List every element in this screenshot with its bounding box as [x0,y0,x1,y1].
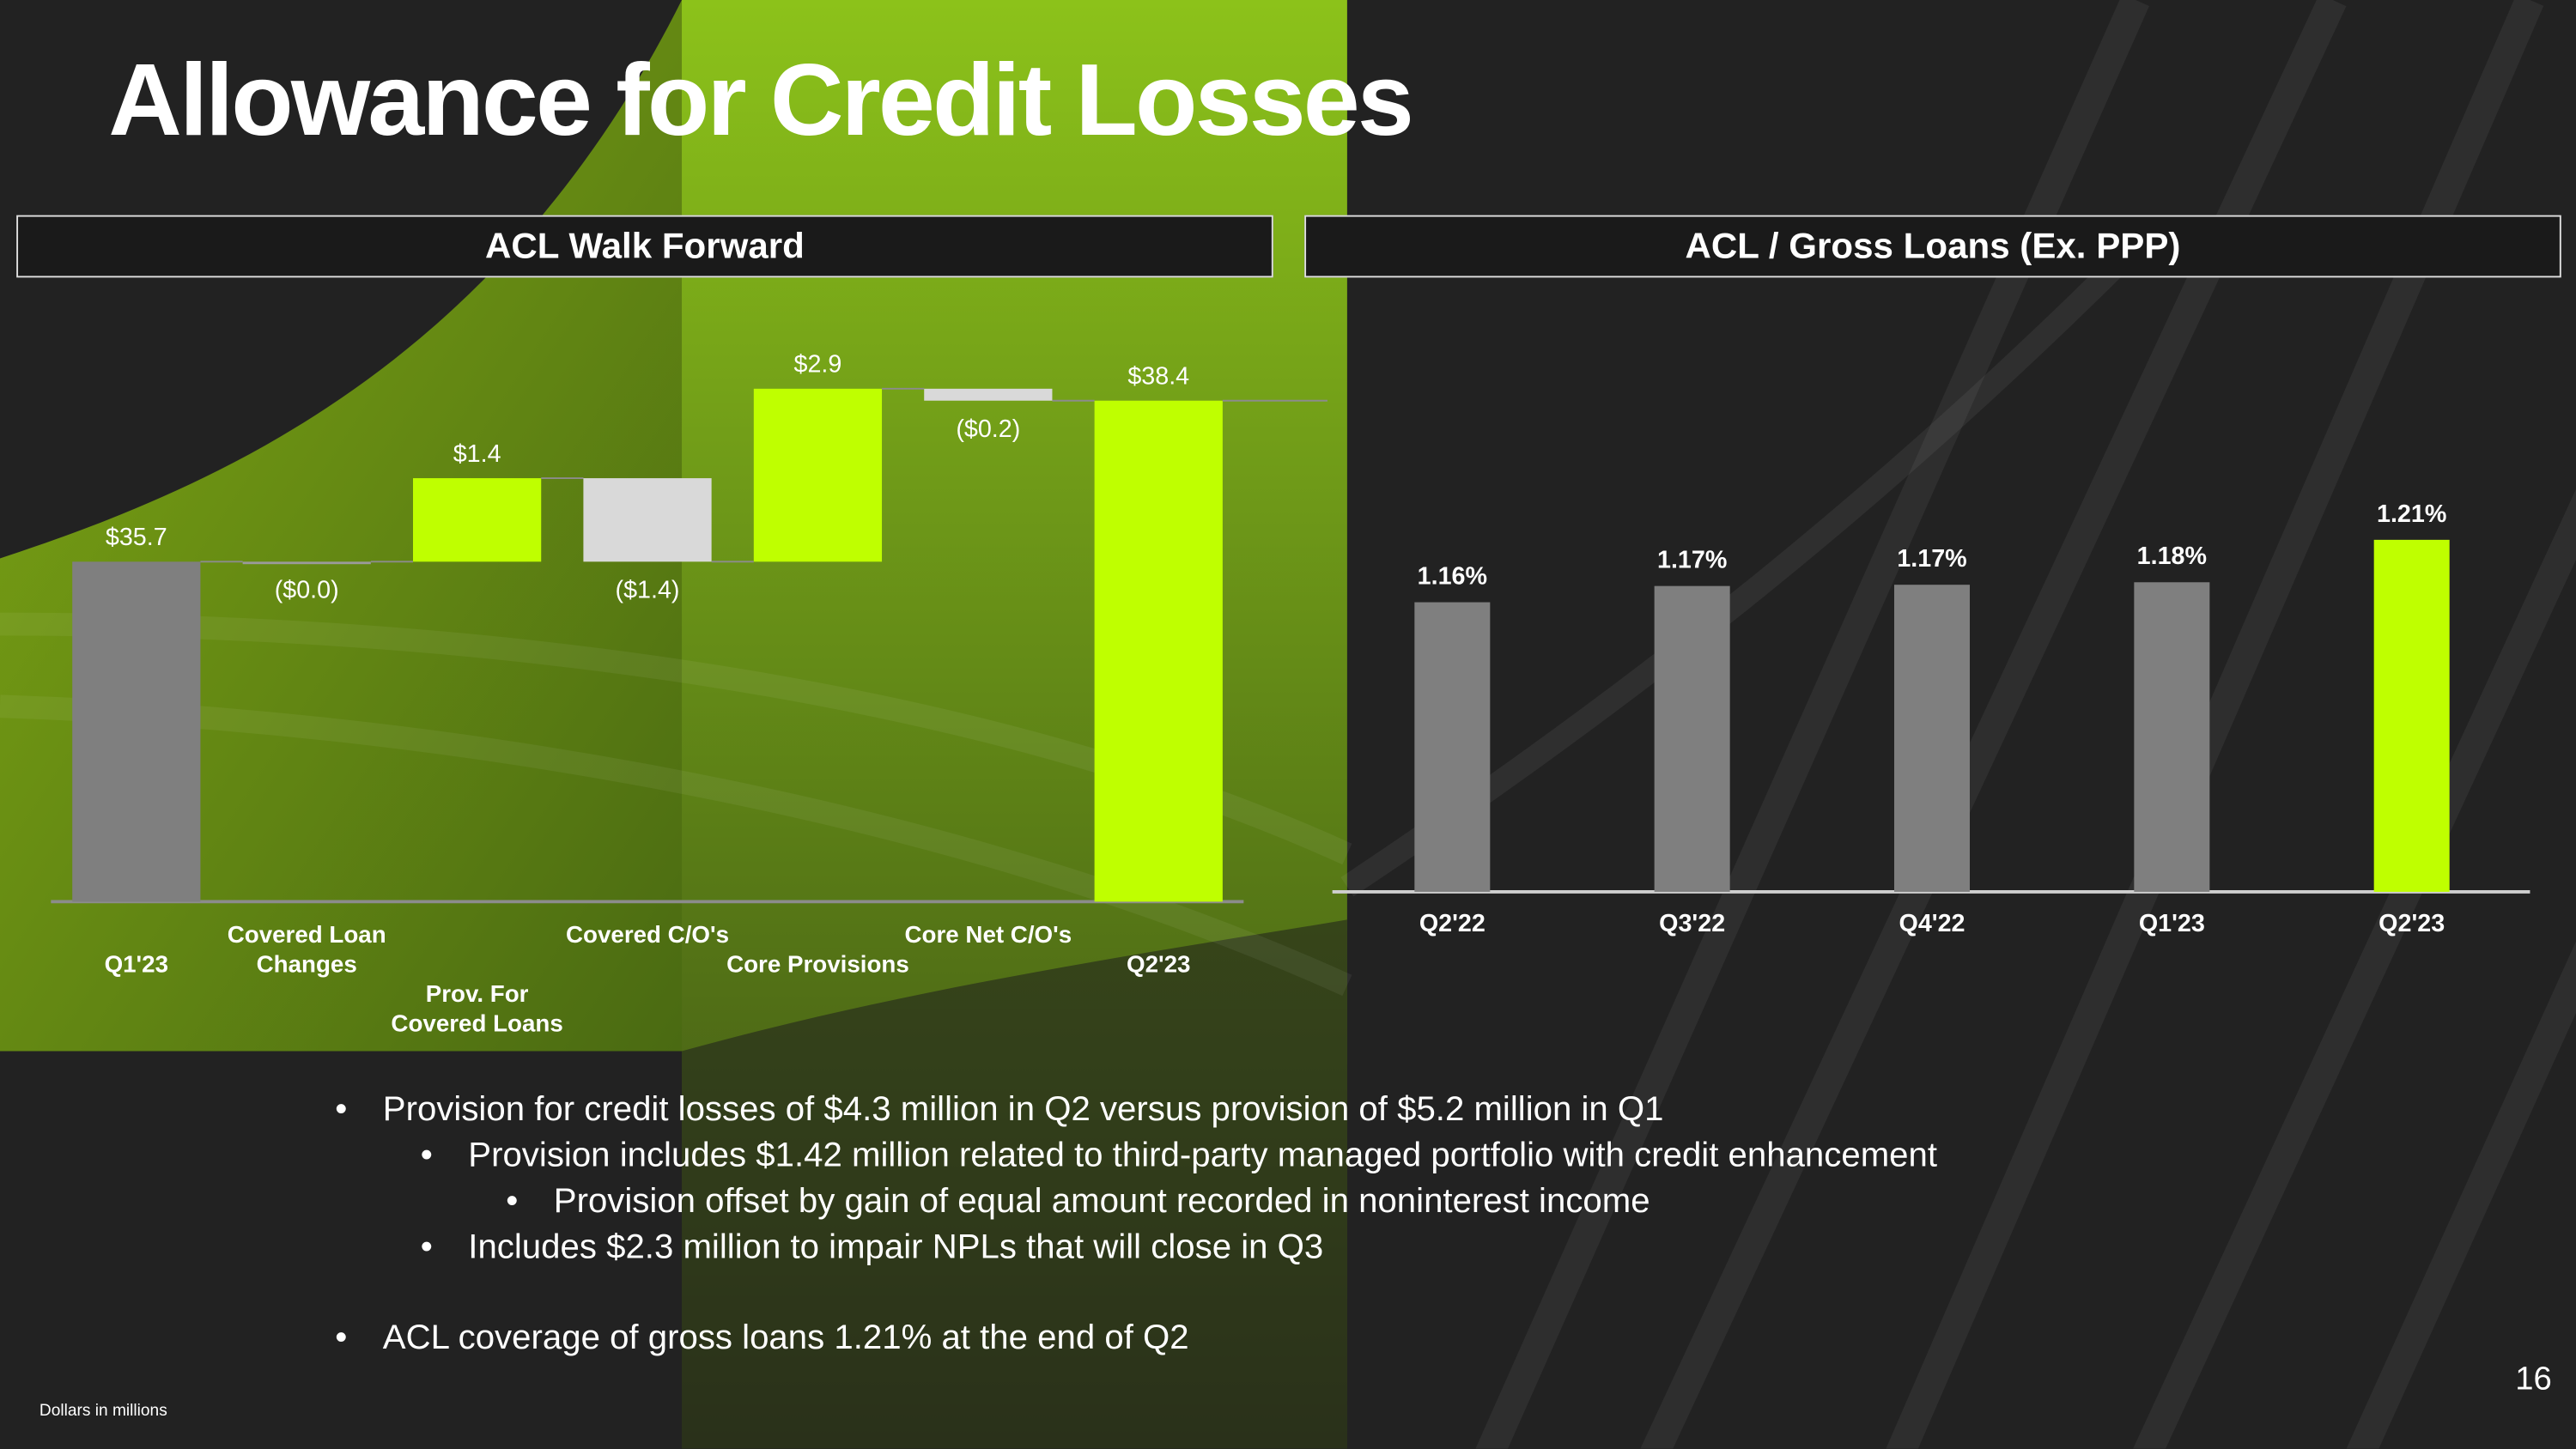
data-label: $2.9 [794,351,842,379]
bullet-text: Provision offset by gain of equal amount… [553,1182,1650,1221]
acl-gross-loans-header: ACL / Gross Loans (Ex. PPP) [1304,215,2561,278]
bullet-text: Provision includes $1.42 million related… [468,1136,1938,1174]
bullet-text: Includes $2.3 million to impair NPLs tha… [468,1228,1324,1267]
ratio-bar [1894,585,1971,892]
bullet-item: • Provision offset by gain of equal amoun… [506,1182,1650,1222]
acl-walk-forward-header: ACL Walk Forward [16,215,1273,278]
category-label: Prov. For [426,980,529,1007]
bullet-icon: • [420,1136,433,1174]
bullet-text: Provision for credit losses of $4.3 mill… [382,1090,1664,1129]
data-label: $35.7 [106,524,167,551]
category-label: Q3'22 [1659,910,1725,937]
category-label: Q1'23 [105,951,168,978]
bullet-item: • Provision for credit losses of $4.3 mil… [335,1090,1664,1130]
category-label: Q1'23 [2139,910,2205,937]
data-label: ($0.0) [275,576,339,603]
category-label: Covered Loans [391,1010,562,1037]
bullet-item: • Includes $2.3 million to impair NPLs th… [421,1228,1324,1268]
waterfall-bar [753,388,883,562]
data-label: ($0.2) [956,415,1020,443]
category-label: Q2'23 [2379,910,2445,937]
category-label: Core Net C/O's [905,921,1072,948]
category-label: Q2'23 [1127,951,1190,978]
waterfall-bar [583,478,712,562]
category-label: Covered Loan [228,921,386,948]
waterfall-bar [242,561,371,565]
data-label: ($1.4) [616,576,680,603]
data-label: $38.4 [1127,363,1189,391]
waterfall-bar [72,561,201,902]
data-label: 1.16% [1418,563,1487,591]
page-number: 16 [2515,1361,2552,1398]
page-title: Allowance for Credit Losses [108,44,1414,158]
category-label: Q2'22 [1419,910,1485,937]
bullet-text: ACL coverage of gross loans 1.21% at the… [382,1319,1189,1357]
ratio-bar [2134,582,2210,892]
bullet-icon: • [335,1090,348,1129]
waterfall-bar [924,388,1053,401]
ratio-bar [1414,602,1491,892]
waterfall-bar [1094,400,1223,902]
ratio-bar [2373,539,2450,892]
bullet-icon: • [420,1228,433,1267]
category-label: Core Provisions [726,951,909,978]
category-label: Changes [257,951,357,978]
data-label: 1.17% [1657,547,1727,574]
ratio-bar [1654,585,1730,892]
category-label: Q4'22 [1899,910,1965,937]
footnote: Dollars in millions [39,1402,167,1421]
data-label: 1.17% [1897,545,1966,573]
data-label: $1.4 [453,440,501,468]
bullet-icon: • [506,1182,519,1221]
bullet-icon: • [335,1319,348,1357]
waterfall-bar [412,478,542,562]
data-label: 1.21% [2377,500,2446,528]
bullet-item: • Provision includes $1.42 million relate… [421,1136,1938,1176]
category-label: Covered C/O's [566,921,729,948]
bullet-item: • ACL coverage of gross loans 1.21% at th… [335,1319,1189,1358]
data-label: 1.18% [2137,543,2207,570]
